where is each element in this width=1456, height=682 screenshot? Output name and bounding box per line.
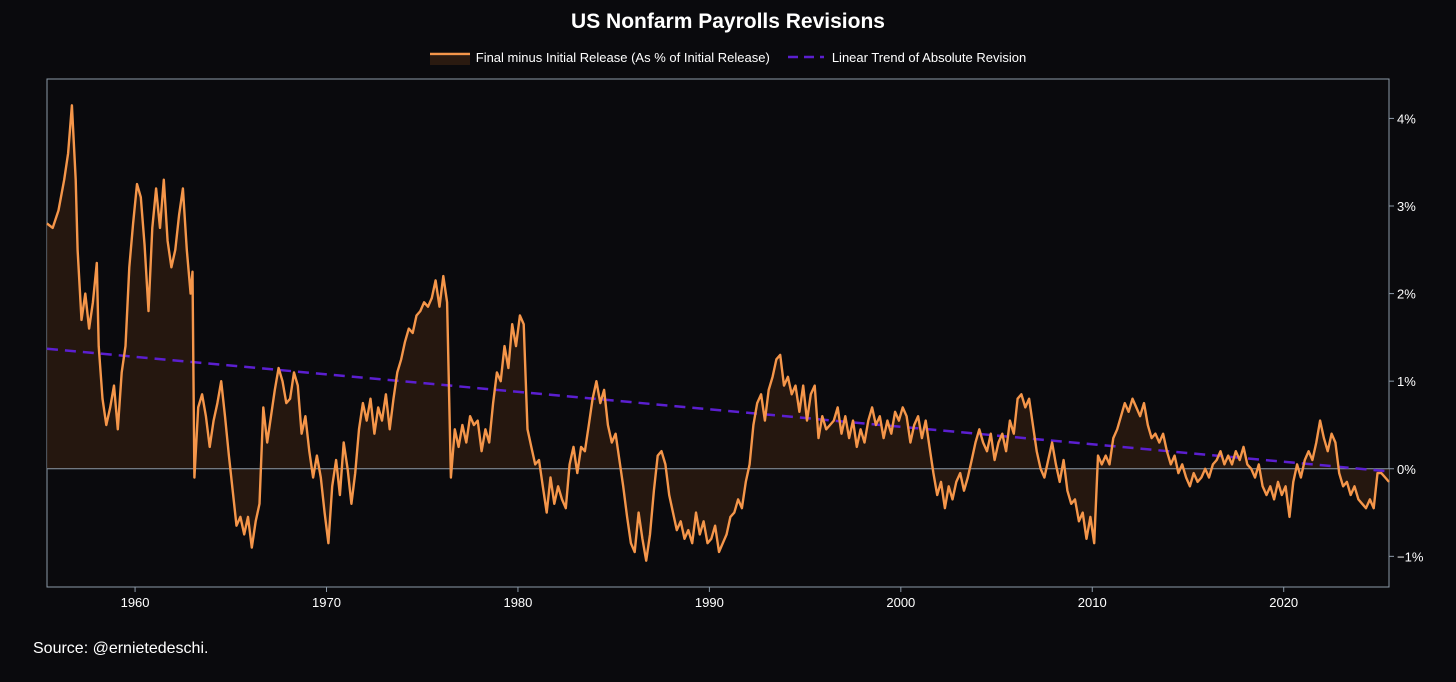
line-layer [46,104,1390,562]
legend-swatch-trend [787,55,824,59]
x-axis: 1960 1970 1980 1990 2000 2010 2020 [121,587,1298,610]
legend: Final minus Initial Release (As % of Ini… [0,49,1456,65]
y-tick-label: 0% [1397,462,1416,477]
legend-swatch-revisions [429,52,470,65]
x-tick-label: 2000 [886,595,915,610]
trend-layer [46,347,1390,473]
legend-item-trend[interactable]: Linear Trend of Absolute Revision [786,49,1026,65]
y-tick-label: 4% [1397,111,1416,126]
x-tick-label: 1960 [121,595,150,610]
y-axis: 4% 3% 2% 1% 0% −1% [1389,111,1424,564]
x-tick-label: 1980 [503,595,532,610]
legend-item-revisions[interactable]: Final minus Initial Release (As % of Ini… [429,49,770,65]
x-tick-label: 2020 [1269,595,1298,610]
legend-label-revisions: Final minus Initial Release (As % of Ini… [475,49,770,65]
legend-label-trend: Linear Trend of Absolute Revision [831,49,1027,65]
y-tick-label: 1% [1397,374,1416,389]
trend-line [46,347,1390,473]
area-layer [47,105,1389,561]
y-tick-label: 2% [1397,287,1416,302]
revision-line [46,104,1390,562]
y-tick-label: 3% [1397,199,1416,214]
x-tick-label: 1990 [695,595,724,610]
x-tick-label: 2010 [1078,595,1107,610]
y-tick-label: −1% [1397,549,1424,564]
source-note: Source: @ernietedeschi. [33,640,209,657]
chart-title: US Nonfarm Payrolls Revisions [571,10,885,33]
x-tick-label: 1970 [312,595,341,610]
revision-area [47,105,1389,561]
